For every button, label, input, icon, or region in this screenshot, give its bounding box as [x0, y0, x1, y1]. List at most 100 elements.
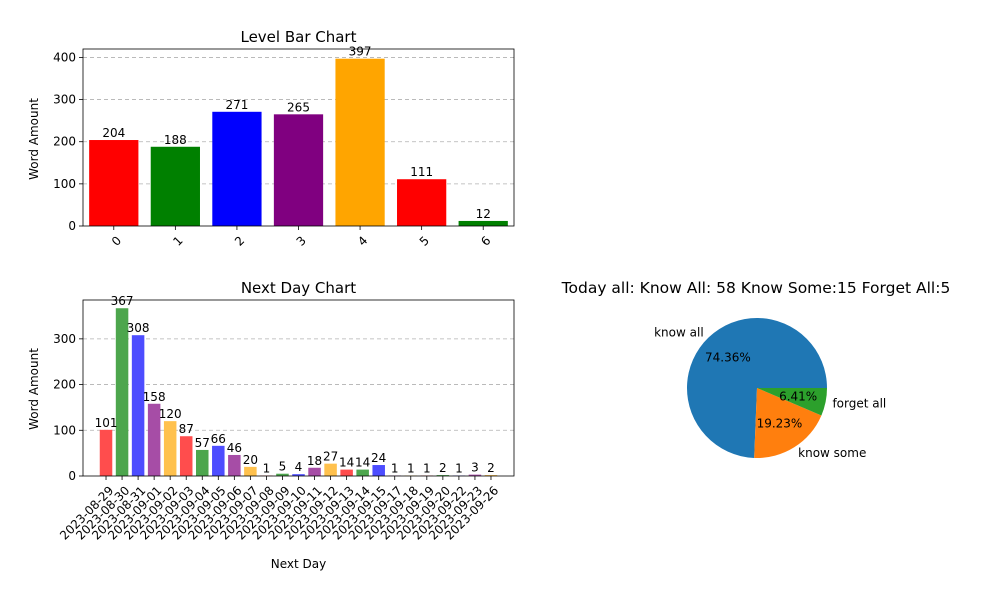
bar-value-label: 14 [355, 456, 370, 470]
bar [196, 449, 209, 476]
bar [324, 463, 337, 476]
bar-value-label: 3 [471, 461, 479, 475]
bar-value-label: 1 [263, 462, 271, 476]
bar [308, 467, 321, 476]
bar-value-label: 57 [195, 436, 210, 450]
y-tick-label: 100 [53, 177, 76, 191]
next-day-chart-xlabel: Next Day [271, 557, 326, 571]
bar-value-label: 5 [279, 460, 287, 474]
level-chart-bars [89, 58, 508, 226]
bar [340, 469, 353, 476]
x-tick-label: 4 [355, 233, 370, 248]
bar [99, 429, 113, 476]
pie-label: know some [798, 446, 866, 460]
bar-value-label: 271 [225, 98, 248, 112]
bar [276, 473, 289, 476]
level-chart-ylabel: Word Amount [27, 98, 41, 180]
pie-slice [754, 388, 822, 458]
bar-value-label: 1 [423, 462, 431, 476]
next-day-chart-bars [99, 308, 498, 476]
level-chart-title: Level Bar Chart [240, 28, 356, 46]
next-day-chart: Next Day Chart Word Amount Next Day 1013… [27, 279, 515, 571]
bar-value-label: 120 [159, 407, 182, 421]
x-tick-label: 0 [109, 233, 124, 248]
bar [147, 403, 161, 476]
pie-percent-label: 19.23% [757, 416, 803, 430]
bar [163, 421, 177, 476]
bar-value-label: 66 [211, 432, 226, 446]
bar-value-label: 46 [227, 441, 242, 455]
y-tick-label: 200 [53, 135, 76, 149]
bar-value-label: 111 [410, 165, 433, 179]
bar-value-label: 87 [179, 422, 194, 436]
pie-slice [687, 318, 827, 458]
next-day-chart-title: Next Day Chart [241, 279, 356, 297]
next-day-chart-x-ticks: 2023-08-292023-08-302023-08-312023-09-01… [57, 476, 501, 543]
x-tick-label: 6 [478, 233, 493, 248]
pie-slice [757, 388, 827, 416]
bar-value-label: 101 [95, 416, 118, 430]
bar [292, 474, 305, 476]
bar-value-label: 265 [287, 100, 310, 114]
bar [228, 454, 241, 476]
y-tick-label: 100 [53, 423, 76, 437]
bar-value-label: 367 [111, 294, 134, 308]
pie-chart-title: Today all: Know All: 58 Know Some:15 For… [561, 279, 951, 297]
bar-value-label: 158 [143, 390, 166, 404]
bar [458, 220, 508, 226]
next-day-chart-grid [83, 338, 514, 431]
bar [212, 445, 225, 476]
bar [372, 465, 385, 476]
pie-labels: know all know some forget all [654, 325, 886, 460]
today-pie-chart: Today all: Know All: 58 Know Some:15 For… [561, 279, 951, 460]
bar [356, 469, 369, 476]
bar [89, 140, 139, 226]
y-tick-label: 0 [68, 469, 76, 483]
bar [244, 466, 257, 476]
level-chart-y-ticks: 0 100 200 300 400 [53, 50, 83, 233]
level-chart-x-ticks: 0 1 2 3 4 5 6 [109, 226, 494, 249]
bar [115, 308, 129, 476]
level-chart-frame [82, 48, 515, 227]
x-tick-label: 2 [232, 233, 247, 248]
bar-value-label: 308 [127, 321, 150, 335]
bar-value-label: 1 [455, 462, 463, 476]
y-tick-label: 300 [53, 93, 76, 107]
pie-label: forget all [832, 396, 886, 410]
x-tick-label: 5 [417, 233, 432, 248]
bar [468, 474, 482, 476]
bar [335, 58, 385, 226]
bar-value-label: 2 [487, 461, 495, 475]
bar-value-label: 27 [323, 450, 338, 464]
bar-value-label: 4 [295, 460, 303, 474]
pie-label: know all [654, 325, 704, 339]
bar [150, 146, 200, 226]
bar [484, 475, 498, 476]
bar-value-label: 20 [243, 453, 258, 467]
pie-slices [687, 318, 827, 458]
bar-value-label: 397 [349, 45, 372, 59]
bar [179, 436, 193, 476]
y-tick-label: 400 [53, 50, 76, 64]
bar-value-label: 14 [339, 456, 354, 470]
next-day-chart-frame [82, 299, 515, 477]
bar [212, 111, 262, 226]
x-tick-label: 1 [170, 233, 185, 248]
y-tick-label: 200 [53, 378, 76, 392]
level-chart-value-labels: 204 188 271 265 397 111 12 [102, 45, 491, 221]
pie-percent-labels: 74.36% 19.23% 6.41% [705, 351, 817, 431]
bar [273, 114, 324, 226]
bar-value-label: 1 [407, 462, 415, 476]
pie-percent-label: 6.41% [779, 389, 817, 403]
bar [397, 179, 447, 226]
bar [131, 335, 145, 476]
bar-value-label: 2 [439, 461, 447, 475]
bar [436, 475, 450, 476]
next-day-chart-y-ticks: 0 100 200 300 [53, 332, 83, 483]
pie-percent-label: 74.36% [705, 351, 751, 365]
y-tick-label: 300 [53, 332, 76, 346]
bar-value-label: 204 [102, 126, 125, 140]
